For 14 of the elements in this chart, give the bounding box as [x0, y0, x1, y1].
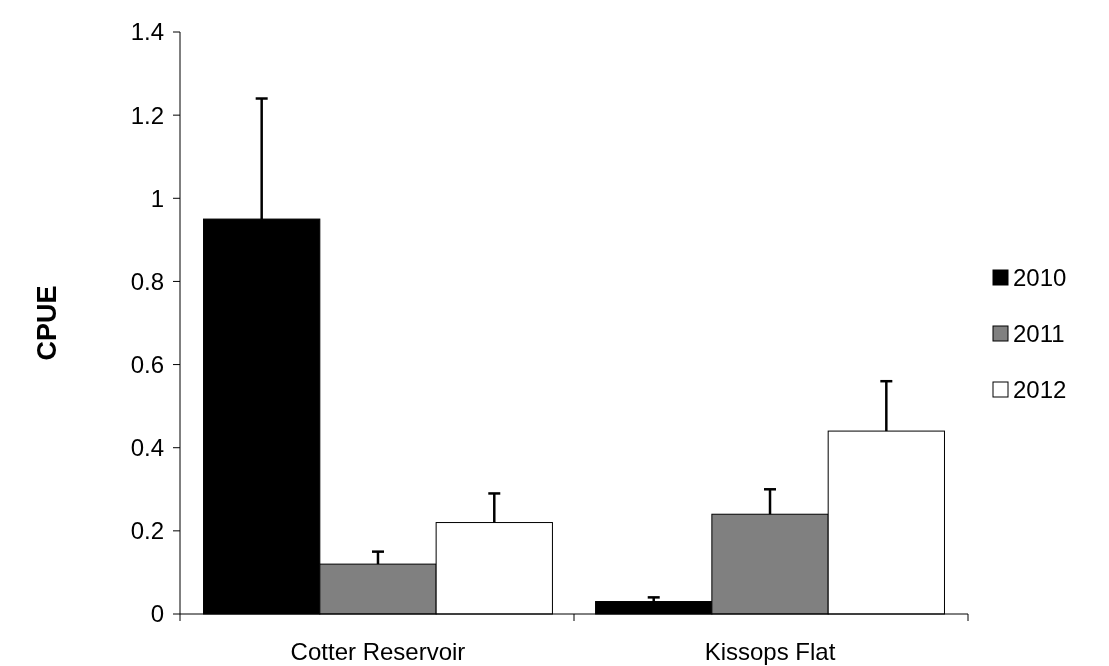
y-tick-label: 1.2	[130, 101, 164, 129]
y-axis-title: CPUE	[32, 285, 62, 361]
y-tick-label: 1.4	[130, 18, 164, 46]
y-tick-label: 0.4	[130, 434, 164, 462]
y-tick-label: 0.6	[130, 350, 164, 378]
y-tick-label: 0.8	[130, 267, 164, 295]
x-tick-label: Kissops Flat	[704, 638, 836, 665]
legend-label: 2011	[1013, 320, 1065, 348]
y-tick-label: 1	[150, 184, 164, 212]
y-tick-label: 0.2	[130, 517, 164, 545]
x-tick-label: Cotter Reservoir	[290, 638, 466, 665]
legend-label: 2010	[1013, 264, 1067, 292]
y-tick-label: 0	[150, 600, 164, 628]
legend-label: 2012	[1013, 376, 1067, 404]
